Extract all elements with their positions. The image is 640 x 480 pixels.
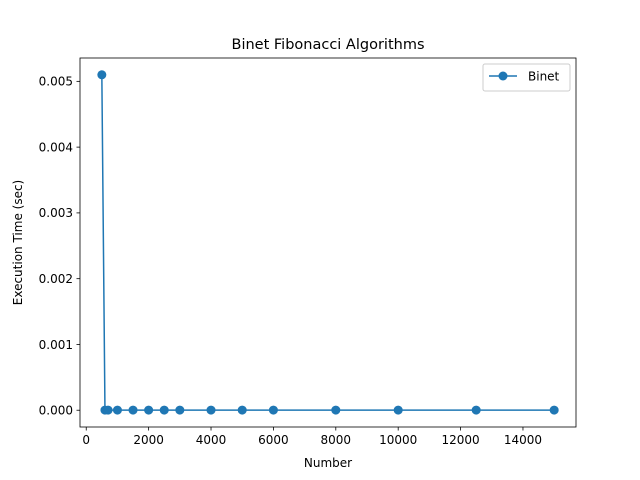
data-point — [206, 405, 216, 415]
x-axis-label: Number — [304, 456, 352, 470]
data-point — [159, 405, 169, 415]
x-tick-label: 4000 — [196, 433, 227, 447]
data-point — [393, 405, 403, 415]
series-layer — [97, 70, 559, 415]
x-tick-label: 12000 — [441, 433, 479, 447]
axes-frame — [79, 57, 577, 428]
y-tick-label: 0.004 — [39, 140, 73, 154]
series-line-binet — [101, 74, 555, 411]
legend: Binet — [482, 63, 571, 92]
data-point — [112, 405, 122, 415]
y-tick-label: 0.005 — [39, 75, 73, 89]
x-tick-label: 0 — [82, 433, 90, 447]
y-tick-label: 0.003 — [39, 206, 73, 220]
legend-label-binet: Binet — [528, 70, 560, 84]
chart-title: Binet Fibonacci Algorithms — [232, 37, 425, 53]
legend-box — [482, 63, 571, 92]
data-point — [268, 405, 278, 415]
data-point — [471, 405, 481, 415]
y-tick-label: 0.002 — [39, 272, 73, 286]
data-point — [175, 405, 185, 415]
x-tick-label: 6000 — [258, 433, 289, 447]
x-tick-label: 14000 — [504, 433, 542, 447]
x-tick-label: 10000 — [379, 433, 417, 447]
axes: 0 2000 4000 6000 8000 10000 12000 14000 0.000 0.0… — [39, 75, 542, 447]
data-point — [128, 405, 138, 415]
y-axis-label: Execution Time (sec) — [11, 180, 25, 305]
x-tick-label: 8000 — [321, 433, 352, 447]
y-tick-label: 0.001 — [39, 338, 73, 352]
legend-dot-marker — [498, 71, 508, 81]
x-tick-label: 2000 — [133, 433, 164, 447]
data-point — [103, 405, 113, 415]
y-tick-label: 0.000 — [39, 404, 73, 418]
data-point — [237, 405, 247, 415]
data-point — [97, 70, 107, 80]
data-point — [331, 405, 341, 415]
data-point — [144, 405, 154, 415]
data-point — [549, 405, 559, 415]
